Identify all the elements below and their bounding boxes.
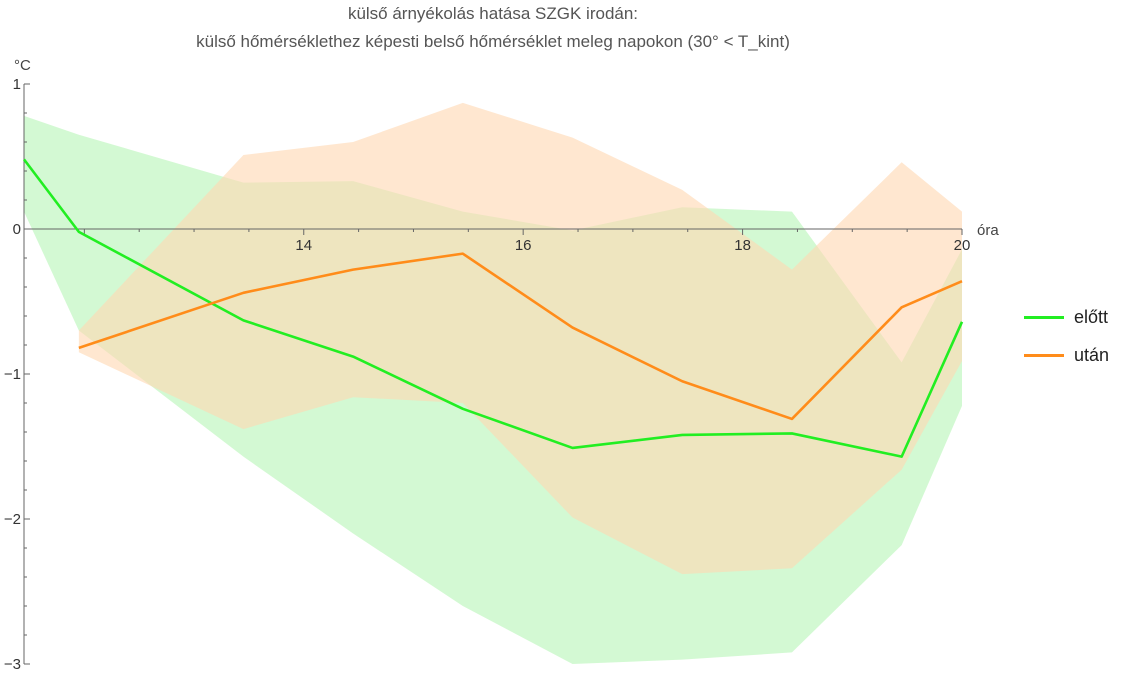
x-tick-label: 20 xyxy=(954,237,971,254)
band-utan xyxy=(78,102,962,575)
legend-swatch-utan xyxy=(1024,353,1064,357)
x-axis-label: óra xyxy=(977,222,999,239)
legend: előtt után xyxy=(1024,304,1109,380)
x-tick-label: 14 xyxy=(295,237,312,254)
x-tick-label: 16 xyxy=(515,237,532,254)
chart-subtitle: külső hőmérséklethez képesti belső hőmér… xyxy=(196,32,790,51)
legend-item-utan: után xyxy=(1024,342,1109,368)
y-tick-label: 0 xyxy=(13,221,21,238)
series-line-elott xyxy=(22,158,964,458)
series-lines xyxy=(22,158,964,458)
legend-label-utan: után xyxy=(1074,344,1110,365)
tick-labels: 14 16 18 20 1 0 −1 −2 −3 xyxy=(4,76,970,673)
series-line-utan xyxy=(78,252,963,421)
legend-item-elott: előtt xyxy=(1024,304,1109,330)
y-axis-label: °C xyxy=(14,57,31,74)
legend-swatch-elott xyxy=(1024,315,1064,319)
y-tick-label: −2 xyxy=(4,511,21,528)
chart-title: külső árnyékolás hatása SZGK irodán: xyxy=(347,4,639,23)
legend-label-elott: előtt xyxy=(1074,306,1109,327)
y-tick-label: −3 xyxy=(4,656,21,673)
y-tick-label: 1 xyxy=(13,76,21,93)
y-tick-label: −1 xyxy=(4,366,21,383)
axes xyxy=(23,83,963,665)
x-tick-label: 18 xyxy=(734,237,751,254)
confidence-bands xyxy=(24,102,962,664)
